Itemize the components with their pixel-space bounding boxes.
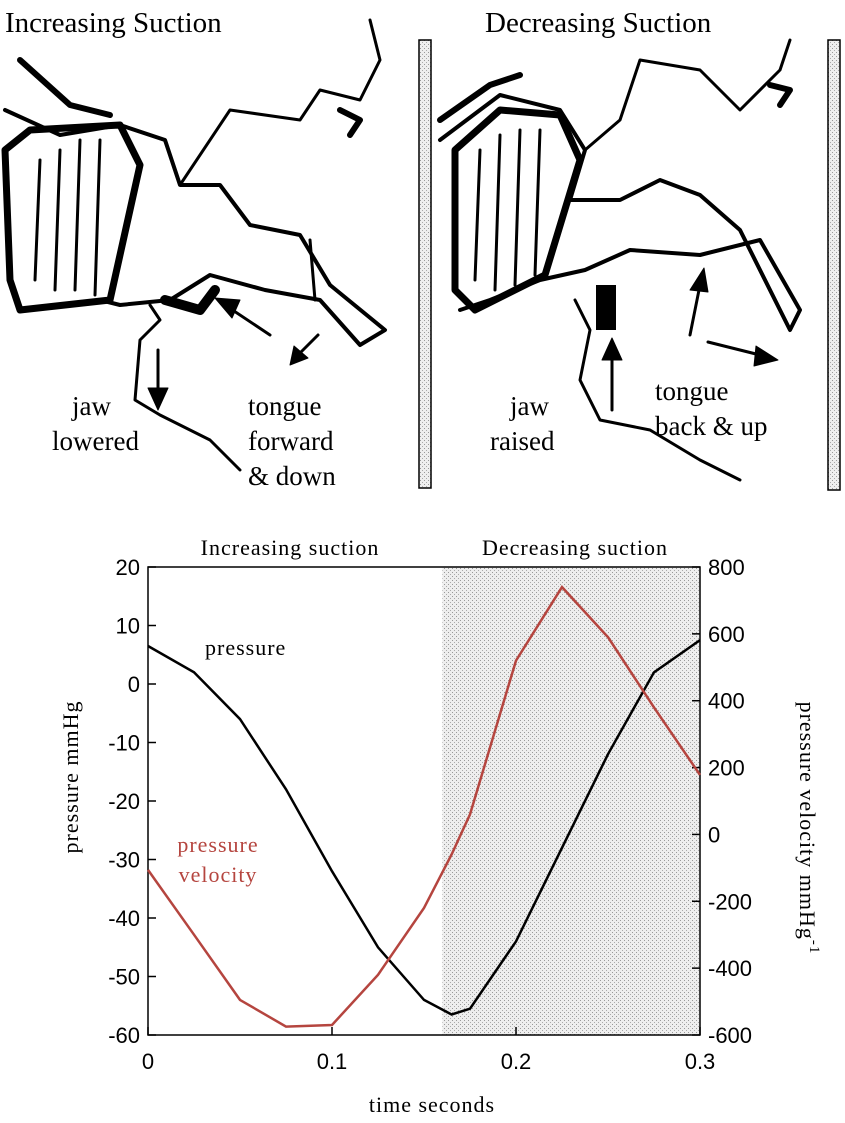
x-tick-label: 0.1: [317, 1049, 348, 1074]
panel-label: & down: [248, 461, 336, 491]
panel-label: raised: [490, 426, 555, 456]
panel-title: Increasing Suction: [5, 7, 222, 39]
panel-label: tongue: [248, 391, 322, 421]
x-tick-label: 0.3: [685, 1049, 716, 1074]
figure: Increasing Suction Decreasing Suction ja…: [0, 0, 845, 1123]
series-label: pressure velocity: [177, 832, 258, 887]
panel-title: Decreasing Suction: [485, 7, 712, 39]
separator-bar: [828, 40, 840, 490]
y-tick-label: -20: [108, 789, 140, 814]
y-tick-label: -30: [108, 848, 140, 873]
shaded-region: [442, 567, 700, 1035]
x-axis-label: time seconds: [369, 1092, 495, 1117]
jaw-drawing-left: [5, 20, 385, 470]
y-axis-label: pressure mmHg: [58, 701, 83, 854]
panel-label: forward: [248, 426, 334, 456]
y2-tick-label: 400: [708, 689, 745, 714]
y-tick-label: -10: [108, 731, 140, 756]
y2-tick-label: 800: [708, 555, 745, 580]
series-label-line: velocity: [179, 862, 258, 887]
y-tick-label: 10: [116, 614, 140, 639]
y2-axis-label: pressure velocity mmHg-1: [795, 702, 822, 955]
region-label: Increasing suction: [201, 535, 380, 560]
y-tick-label: 20: [116, 555, 140, 580]
y2-tick-label: -400: [708, 956, 752, 981]
y2-tick-label: -600: [708, 1023, 752, 1048]
y2-axis-label-text: pressure velocity mmHg: [795, 702, 820, 940]
y2-tick-label: 0: [708, 822, 720, 847]
y2-axis-label-sup: -1: [806, 940, 822, 955]
series-label-line: pressure: [177, 832, 258, 857]
y-tick-label: -40: [108, 906, 140, 931]
y2-tick-label: 200: [708, 756, 745, 781]
x-tick-label: 0.2: [501, 1049, 532, 1074]
series-label: pressure: [205, 635, 286, 660]
x-tick-label: 0: [142, 1049, 154, 1074]
panel-label: back & up: [655, 411, 767, 441]
region-label: Decreasing suction: [482, 535, 668, 560]
separator-bar: [419, 40, 431, 488]
y-tick-label: -60: [108, 1023, 140, 1048]
panel-label: jaw: [509, 391, 549, 421]
panel-label: jaw: [71, 391, 111, 421]
y2-tick-label: -200: [708, 889, 752, 914]
panel-label: tongue: [655, 376, 729, 406]
page: Increasing Suction Decreasing Suction ja…: [0, 0, 845, 1123]
panel-label: lowered: [52, 426, 139, 456]
y-tick-label: -50: [108, 965, 140, 990]
y2-tick-label: 600: [708, 622, 745, 647]
y-tick-label: 0: [128, 672, 140, 697]
